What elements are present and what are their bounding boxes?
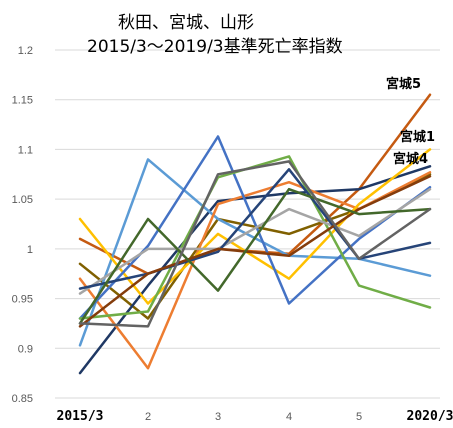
annotation-miyagi5: 宮城5 — [386, 76, 421, 92]
y-tick-label: 1.05 — [12, 194, 33, 206]
series-line-8 — [78, 187, 432, 295]
y-tick-label: 1.15 — [12, 95, 33, 107]
y-tick-label: 0.9 — [18, 343, 33, 355]
y-tick-label: 1.1 — [18, 144, 33, 156]
series-line-6 — [78, 135, 432, 320]
x-tick-label: 5 — [356, 411, 362, 423]
y-tick-label: 1.2 — [18, 45, 33, 57]
chart-title-line2: 2015/3～2019/3基準死亡率指数 — [87, 37, 343, 57]
annotation-miyagi1: 宮城1 — [400, 129, 435, 145]
series-line-5 — [78, 148, 432, 305]
x-tick-label: 2 — [145, 411, 151, 423]
annotation-miyagi4: 宮城4 — [393, 151, 428, 167]
series-line-9 — [78, 168, 432, 290]
series-line-11 — [78, 187, 432, 325]
x-tick-label: 4 — [286, 411, 292, 423]
y-axis-ticks: 1.2 1.15 1.1 1.05 1 0.95 0.9 0.85 — [12, 45, 33, 405]
x-tick-label: 3 — [215, 411, 221, 423]
chart-title-line1: 秋田、宮城、山形 — [118, 13, 254, 33]
series-line-3 — [78, 158, 432, 347]
series-line-10 — [78, 175, 432, 328]
y-tick-label: 1 — [27, 244, 33, 256]
y-tick-label: 0.95 — [12, 294, 33, 306]
series-line-2 — [78, 165, 432, 375]
x-axis-ticks: 2015/3 2 3 4 5 2020/3 — [57, 409, 453, 424]
x-tick-label: 2020/3 — [407, 409, 453, 424]
series-line-12 — [78, 160, 432, 328]
series-lines — [78, 93, 432, 375]
x-tick-label: 2015/3 — [57, 409, 104, 424]
y-tick-label: 0.85 — [12, 393, 33, 405]
